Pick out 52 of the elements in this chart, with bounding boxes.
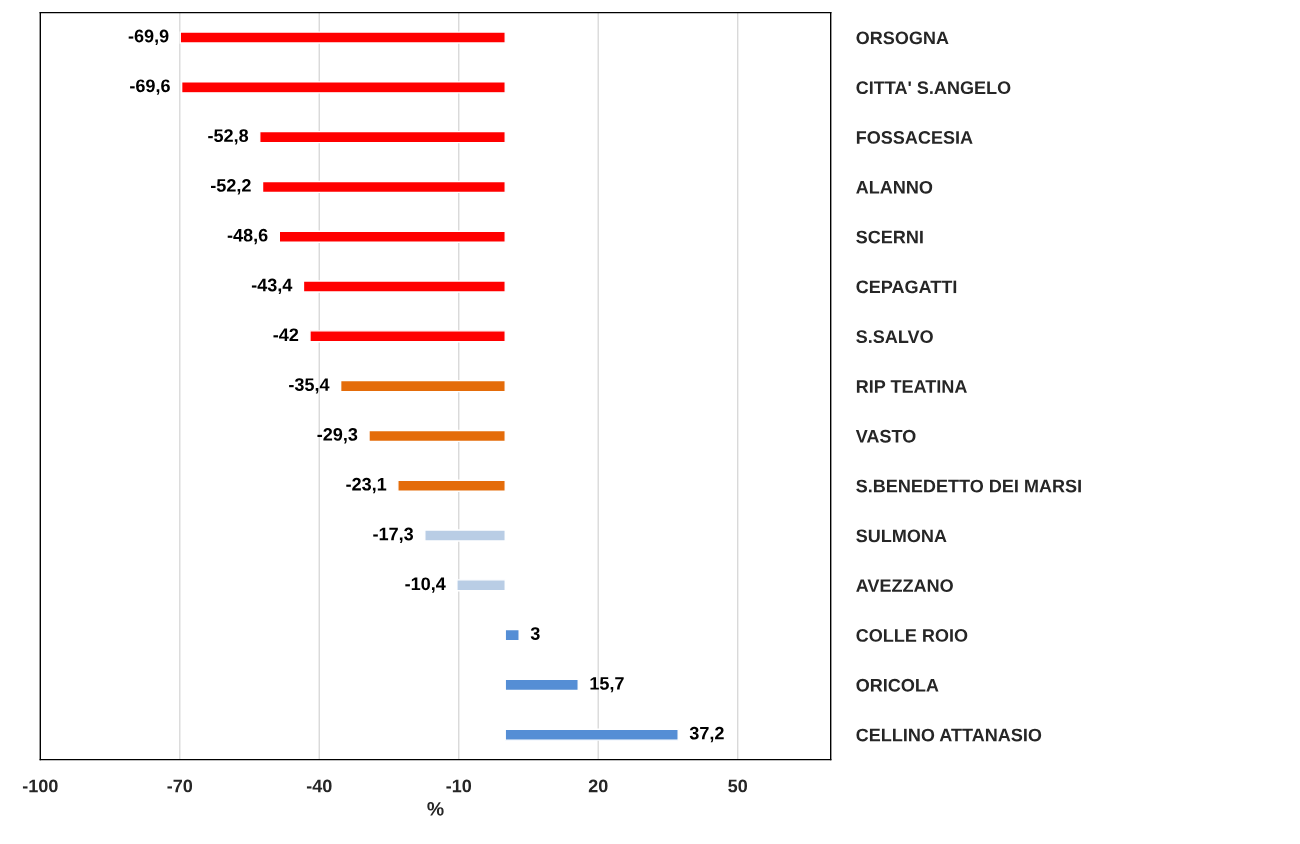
y-tick-label: ORICOLA (856, 678, 939, 692)
y-tick-label: S.SALVO (856, 330, 933, 344)
y-tick-label: ORSOGNA (856, 31, 949, 45)
y-tick-label: AVEZZANO (856, 579, 953, 593)
y-tick-label: VASTO (855, 429, 916, 443)
data-label: -69,6 (130, 79, 170, 95)
data-label: -43,4 (251, 278, 293, 294)
data-label: -52,8 (208, 129, 249, 145)
data-label: 15,7 (590, 677, 624, 693)
bar (278, 230, 506, 243)
x-tick-label: -70 (167, 779, 193, 793)
data-label: -17,3 (373, 527, 414, 543)
bar (302, 280, 506, 293)
bar (180, 81, 506, 94)
y-tick-label: FOSSACESIA (856, 131, 973, 144)
y-tick-label: RIP TEATINA (856, 380, 967, 393)
bar (179, 31, 506, 44)
x-tick-label: -100 (22, 779, 58, 793)
y-tick-label: SULMONA (856, 529, 947, 543)
data-label: -69,9 (128, 29, 169, 46)
data-label: -35,4 (289, 378, 330, 394)
bar (339, 379, 506, 393)
data-label: -10,4 (405, 577, 446, 593)
bar (504, 678, 579, 692)
bar (368, 429, 506, 443)
y-tick-label: SCERNI (856, 230, 923, 244)
data-label: 3 (530, 627, 540, 640)
x-tick-label: 20 (588, 779, 608, 793)
y-tick-label: CITTA' S.ANGELO (856, 81, 1011, 95)
x-axis-title: % (427, 801, 444, 816)
data-label: -23,1 (346, 477, 387, 494)
data-label: -29,3 (317, 427, 358, 444)
x-tick-label: -40 (306, 779, 332, 793)
x-tick-label: -10 (446, 779, 472, 793)
bar (504, 728, 679, 741)
bar (397, 479, 506, 492)
bar (504, 628, 520, 642)
data-label: -42 (273, 328, 299, 341)
y-tick-label: S.BENEDETTO DEI MARSI (856, 479, 1081, 493)
bar (456, 579, 506, 592)
y-tick-label: COLLE ROIO (856, 629, 968, 642)
data-label: -52,2 (210, 179, 251, 195)
y-tick-label: ALANNO (856, 180, 933, 194)
bar (424, 529, 506, 542)
y-tick-label: CEPAGATTI (856, 280, 957, 294)
data-label: 37,2 (689, 726, 724, 743)
bar (309, 330, 506, 343)
y-tick-label: CELLINO ATTANASIO (856, 728, 1042, 742)
data-label: -48,6 (227, 228, 268, 245)
bar (259, 130, 506, 144)
bar (261, 180, 506, 194)
x-tick-label: 50 (728, 779, 748, 793)
